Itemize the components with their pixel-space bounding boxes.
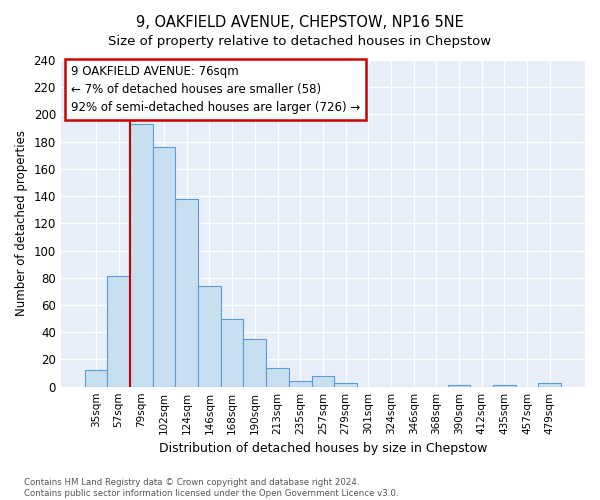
Bar [266,368,289,386]
Text: 9 OAKFIELD AVENUE: 76sqm
← 7% of detached houses are smaller (58)
92% of semi-de: 9 OAKFIELD AVENUE: 76sqm ← 7% of detache… [71,65,361,114]
Y-axis label: Number of detached properties: Number of detached properties [15,130,28,316]
Text: 9, OAKFIELD AVENUE, CHEPSTOW, NP16 5NE: 9, OAKFIELD AVENUE, CHEPSTOW, NP16 5NE [136,15,464,30]
X-axis label: Distribution of detached houses by size in Chepstow: Distribution of detached houses by size … [159,442,487,455]
Bar [175,199,198,386]
Bar [152,147,175,386]
Bar [130,124,152,386]
Bar [244,339,266,386]
Bar [538,382,561,386]
Text: Contains HM Land Registry data © Crown copyright and database right 2024.
Contai: Contains HM Land Registry data © Crown c… [24,478,398,498]
Text: Size of property relative to detached houses in Chepstow: Size of property relative to detached ho… [109,35,491,48]
Bar [85,370,107,386]
Bar [334,382,357,386]
Bar [311,376,334,386]
Bar [289,381,311,386]
Bar [107,276,130,386]
Bar [198,286,221,386]
Bar [221,318,244,386]
